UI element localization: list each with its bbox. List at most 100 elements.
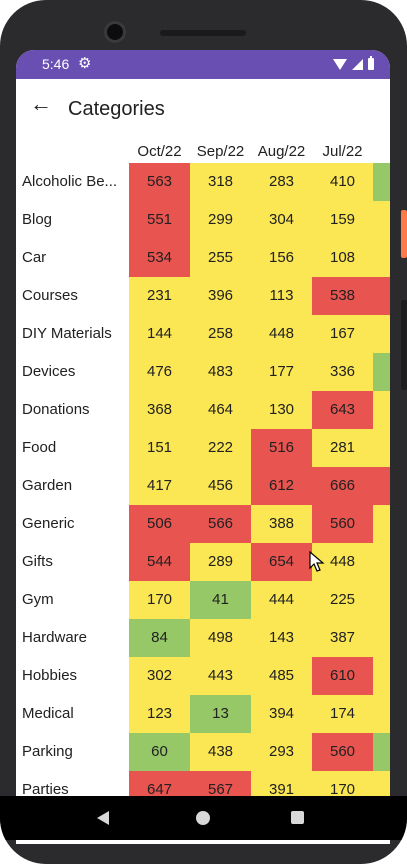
table-row[interactable]: Courses 231 396 113 538: [16, 277, 390, 315]
nav-home-icon[interactable]: [196, 811, 210, 825]
heatmap-cell[interactable]: 170: [129, 581, 190, 619]
arrow-back-icon[interactable]: ←: [30, 91, 52, 116]
heatmap-cell[interactable]: [373, 315, 390, 353]
heatmap-cell[interactable]: 560: [312, 733, 373, 771]
heatmap-cell[interactable]: [373, 391, 390, 429]
heatmap-cell[interactable]: 444: [251, 581, 312, 619]
heatmap-cell[interactable]: [373, 353, 390, 391]
heatmap-cell[interactable]: 394: [251, 695, 312, 733]
heatmap-cell[interactable]: 255: [190, 239, 251, 277]
heatmap-cell[interactable]: 506: [129, 505, 190, 543]
heatmap-cell[interactable]: 443: [190, 657, 251, 695]
heatmap-cell[interactable]: 456: [190, 467, 251, 505]
heatmap-cell[interactable]: 174: [312, 695, 373, 733]
nav-back-icon[interactable]: [97, 811, 109, 825]
heatmap-cell[interactable]: 113: [251, 277, 312, 315]
heatmap-cell[interactable]: 647: [129, 771, 190, 796]
table-row[interactable]: Car 534 255 156 108: [16, 239, 390, 277]
heatmap-cell[interactable]: 476: [129, 353, 190, 391]
heatmap-cell[interactable]: 544: [129, 543, 190, 581]
heatmap-cell[interactable]: 560: [312, 505, 373, 543]
heatmap-cell[interactable]: [373, 201, 390, 239]
heatmap-cell[interactable]: 60: [129, 733, 190, 771]
heatmap-cell[interactable]: [373, 163, 390, 201]
heatmap-cell[interactable]: 464: [190, 391, 251, 429]
heatmap-cell[interactable]: 534: [129, 239, 190, 277]
table-row[interactable]: Gifts 544 289 654 448: [16, 543, 390, 581]
table-row[interactable]: Gym 170 41 444 225: [16, 581, 390, 619]
table-row[interactable]: Devices 476 483 177 336: [16, 353, 390, 391]
table-row[interactable]: Garden 417 456 612 666: [16, 467, 390, 505]
heatmap-cell[interactable]: 654: [251, 543, 312, 581]
heatmap-cell[interactable]: 293: [251, 733, 312, 771]
heatmap-cell[interactable]: 283: [251, 163, 312, 201]
heatmap-cell[interactable]: 231: [129, 277, 190, 315]
heatmap-cell[interactable]: 13: [190, 695, 251, 733]
heatmap-cell[interactable]: 417: [129, 467, 190, 505]
table-row[interactable]: DIY Materials 144 258 448 167: [16, 315, 390, 353]
heatmap-cell[interactable]: [373, 619, 390, 657]
heatmap-cell[interactable]: 483: [190, 353, 251, 391]
table-row[interactable]: Donations 368 464 130 643: [16, 391, 390, 429]
heatmap-cell[interactable]: 485: [251, 657, 312, 695]
heatmap-cell[interactable]: 438: [190, 733, 251, 771]
heatmap-cell[interactable]: 516: [251, 429, 312, 467]
heatmap-cell[interactable]: 610: [312, 657, 373, 695]
heatmap-cell[interactable]: [373, 467, 390, 505]
heatmap-cell[interactable]: [373, 695, 390, 733]
heatmap-cell[interactable]: 551: [129, 201, 190, 239]
heatmap-cell[interactable]: 123: [129, 695, 190, 733]
heatmap-cell[interactable]: 222: [190, 429, 251, 467]
table-row[interactable]: Hobbies 302 443 485 610: [16, 657, 390, 695]
heatmap-cell[interactable]: 108: [312, 239, 373, 277]
heatmap-cell[interactable]: 498: [190, 619, 251, 657]
heatmap-cell[interactable]: 289: [190, 543, 251, 581]
heatmap-cell[interactable]: 538: [312, 277, 373, 315]
heatmap-cell[interactable]: 396: [190, 277, 251, 315]
heatmap-cell[interactable]: [373, 429, 390, 467]
table-row[interactable]: Medical 123 13 394 174: [16, 695, 390, 733]
heatmap-cell[interactable]: 41: [190, 581, 251, 619]
table-row[interactable]: Food 151 222 516 281: [16, 429, 390, 467]
heatmap-cell[interactable]: [373, 543, 390, 581]
heatmap-cell[interactable]: 666: [312, 467, 373, 505]
table-row[interactable]: Parties 647 567 391 170: [16, 771, 390, 796]
heatmap-cell[interactable]: 143: [251, 619, 312, 657]
heatmap-cell[interactable]: 387: [312, 619, 373, 657]
table-row[interactable]: Blog 551 299 304 159: [16, 201, 390, 239]
heatmap-cell[interactable]: 304: [251, 201, 312, 239]
heatmap-cell[interactable]: 318: [190, 163, 251, 201]
heatmap-cell[interactable]: 391: [251, 771, 312, 796]
heatmap-cell[interactable]: 156: [251, 239, 312, 277]
heatmap-cell[interactable]: 410: [312, 163, 373, 201]
heatmap-cell[interactable]: 130: [251, 391, 312, 429]
heatmap-cell[interactable]: 612: [251, 467, 312, 505]
heatmap-cell[interactable]: 567: [190, 771, 251, 796]
table-row[interactable]: Parking 60 438 293 560: [16, 733, 390, 771]
heatmap-cell[interactable]: 281: [312, 429, 373, 467]
heatmap-cell[interactable]: 144: [129, 315, 190, 353]
heatmap-cell[interactable]: 336: [312, 353, 373, 391]
table-row[interactable]: Alcoholic Be... 563 318 283 410: [16, 163, 390, 201]
heatmap-cell[interactable]: 84: [129, 619, 190, 657]
category-heatmap-table[interactable]: Oct/22 Sep/22 Aug/22 Jul/22 Ju Alcoholic Be.…: [16, 141, 390, 796]
table-row[interactable]: Generic 506 566 388 560: [16, 505, 390, 543]
heatmap-cell[interactable]: 566: [190, 505, 251, 543]
heatmap-cell[interactable]: 368: [129, 391, 190, 429]
heatmap-cell[interactable]: 299: [190, 201, 251, 239]
heatmap-cell[interactable]: [373, 239, 390, 277]
heatmap-cell[interactable]: [373, 771, 390, 796]
heatmap-cell[interactable]: 225: [312, 581, 373, 619]
heatmap-cell[interactable]: 177: [251, 353, 312, 391]
table-row[interactable]: Hardware 84 498 143 387: [16, 619, 390, 657]
heatmap-cell[interactable]: [373, 277, 390, 315]
heatmap-cell[interactable]: 302: [129, 657, 190, 695]
heatmap-cell[interactable]: 448: [251, 315, 312, 353]
heatmap-cell[interactable]: 563: [129, 163, 190, 201]
heatmap-cell[interactable]: [373, 505, 390, 543]
heatmap-cell[interactable]: 643: [312, 391, 373, 429]
heatmap-cell[interactable]: [373, 733, 390, 771]
heatmap-cell[interactable]: [373, 581, 390, 619]
heatmap-cell[interactable]: [373, 657, 390, 695]
heatmap-cell[interactable]: 151: [129, 429, 190, 467]
